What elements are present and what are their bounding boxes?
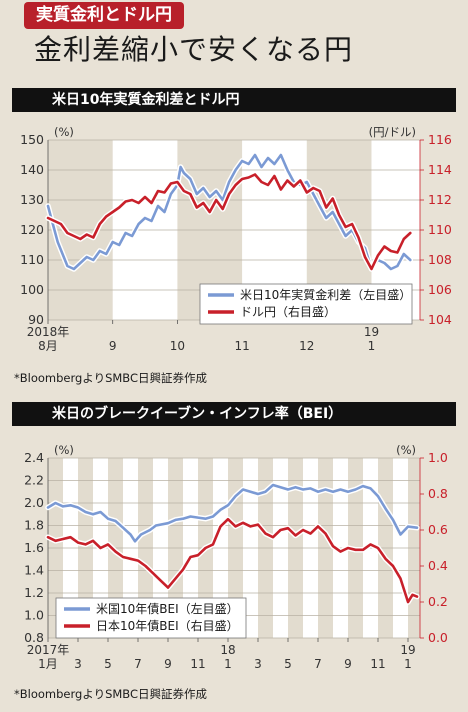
chart1-right-tick-label: 108 bbox=[428, 252, 452, 267]
chart2-left-tick-label: 1.8 bbox=[24, 518, 44, 533]
chart1-right-tick-label: 104 bbox=[428, 312, 452, 327]
chart2-x-tick-label: 11 bbox=[190, 657, 205, 671]
chart2-right-tick-label: 0.0 bbox=[428, 630, 448, 645]
chart1-right-tick-label: 106 bbox=[428, 282, 452, 297]
chart1-left-tick-label: 140 bbox=[20, 162, 44, 177]
chart1-x-tick-label: 11 bbox=[234, 339, 249, 353]
chart1-source: *BloombergよりSMBC日興証券作成 bbox=[14, 371, 208, 385]
chart2-left-tick-label: 2.0 bbox=[24, 495, 44, 510]
chart2-x-tick-label: 7 bbox=[134, 657, 142, 671]
chart1-left-tick-label: 100 bbox=[20, 282, 44, 297]
chart1-legend bbox=[199, 283, 413, 325]
chart1-section-title: 米日10年実質金利差とドル円 bbox=[12, 88, 456, 112]
chart2-x-tick-label: 1 bbox=[224, 657, 232, 671]
header-tag: 実質金利とドル円 bbox=[24, 2, 184, 29]
chart1-legend-label: 米日10年実質金利差（左目盛） bbox=[240, 287, 411, 302]
chart2-svg: 0.8 1.0 1.2 1.4 1.6 1.8 2.0 2.2 2.4 0.0 0.2 0.4 0.6 0… bbox=[24, 443, 448, 671]
chart1-svg: 9010011012013014015010410610811011211411… bbox=[20, 125, 452, 353]
chart2-left-unit: (%) bbox=[54, 443, 74, 457]
chart2-x-tick-label: 5 bbox=[104, 657, 112, 671]
page-title: 金利差縮小で安くなる円 bbox=[34, 33, 354, 66]
chart2-series-0-line bbox=[46, 483, 419, 543]
chart1-right-tick-label: 112 bbox=[428, 192, 452, 207]
chart1-left-unit: (%) bbox=[54, 125, 74, 139]
chart2-left-tick-label: 1.0 bbox=[24, 608, 44, 623]
chart2-left-tick-label: 2.4 bbox=[24, 450, 44, 465]
chart1-legend-label: ドル円（右目盛） bbox=[240, 304, 336, 319]
chart1-x-tick-label: 1 bbox=[368, 339, 376, 353]
chart1-left-tick-label: 110 bbox=[20, 252, 44, 267]
chart1-right-tick-label: 116 bbox=[428, 132, 452, 147]
chart2-x-tick-label: 1月 bbox=[38, 657, 58, 671]
chart2-series-1-line bbox=[46, 517, 419, 604]
chart1-x-tick-label: 8月 bbox=[38, 339, 58, 353]
chart2-x-tick-label: 3 bbox=[74, 657, 82, 671]
chart1-left-tick-label: 150 bbox=[20, 132, 44, 147]
chart2-x-year-label: 18 bbox=[220, 643, 235, 657]
chart1-left-tick-label: 90 bbox=[28, 312, 44, 327]
chart1-x-tick-label: 9 bbox=[109, 339, 117, 353]
chart2-legend bbox=[55, 597, 247, 639]
chart1-series-0-line bbox=[46, 153, 412, 271]
chart2-x-tick-label: 1 bbox=[404, 657, 412, 671]
chart2-x-tick-label: 9 bbox=[344, 657, 352, 671]
chart2-x-tick-label: 3 bbox=[254, 657, 262, 671]
chart2-right-tick-label: 0.2 bbox=[428, 594, 448, 609]
chart1-right-unit: (円/ドル) bbox=[369, 125, 416, 139]
chart2-x-tick-label: 5 bbox=[284, 657, 292, 671]
chart2-legend-label: 日本10年債BEI（右目盛） bbox=[96, 618, 239, 633]
chart2-left-tick-label: 1.4 bbox=[24, 563, 44, 578]
chart2-left-tick-label: 1.2 bbox=[24, 585, 44, 600]
chart2-left-tick-label: 1.6 bbox=[24, 540, 44, 555]
chart1-right-tick-label: 110 bbox=[428, 222, 452, 237]
chart2-x-tick-label: 11 bbox=[370, 657, 385, 671]
chart1-left-tick-label: 120 bbox=[20, 222, 44, 237]
chart1-x-tick-label: 12 bbox=[299, 339, 314, 353]
chart2-source: *BloombergよりSMBC日興証券作成 bbox=[14, 687, 208, 701]
chart2-right-tick-label: 1.0 bbox=[428, 450, 448, 465]
chart2-right-tick-label: 0.6 bbox=[428, 522, 448, 537]
chart2-x-tick-label: 7 bbox=[314, 657, 322, 671]
chart1-left-tick-label: 130 bbox=[20, 192, 44, 207]
chart2-right-unit: (%) bbox=[396, 443, 416, 457]
chart2-left-tick-label: 0.8 bbox=[24, 630, 44, 645]
chart1-x-tick-label: 10 bbox=[170, 339, 185, 353]
chart2-right-tick-label: 0.8 bbox=[428, 486, 448, 501]
chart2-right-tick-label: 0.4 bbox=[428, 558, 448, 573]
chart1-right-tick-label: 114 bbox=[428, 162, 452, 177]
chart2-legend-label: 米国10年債BEI（左目盛） bbox=[96, 601, 239, 616]
chart1-series-1-line bbox=[46, 173, 412, 271]
chart2-x-year-label: 2017年 bbox=[27, 643, 70, 657]
chart1-x-year-label: 19 bbox=[364, 325, 379, 339]
chart2-x-tick-label: 9 bbox=[164, 657, 172, 671]
chart2-x-year-label: 19 bbox=[400, 643, 415, 657]
chart1-x-year-label: 2018年 bbox=[27, 325, 70, 339]
chart2-left-tick-label: 2.2 bbox=[24, 473, 44, 488]
chart2-section-title: 米日のブレークイーブン・インフレ率（BEI） bbox=[12, 402, 456, 426]
